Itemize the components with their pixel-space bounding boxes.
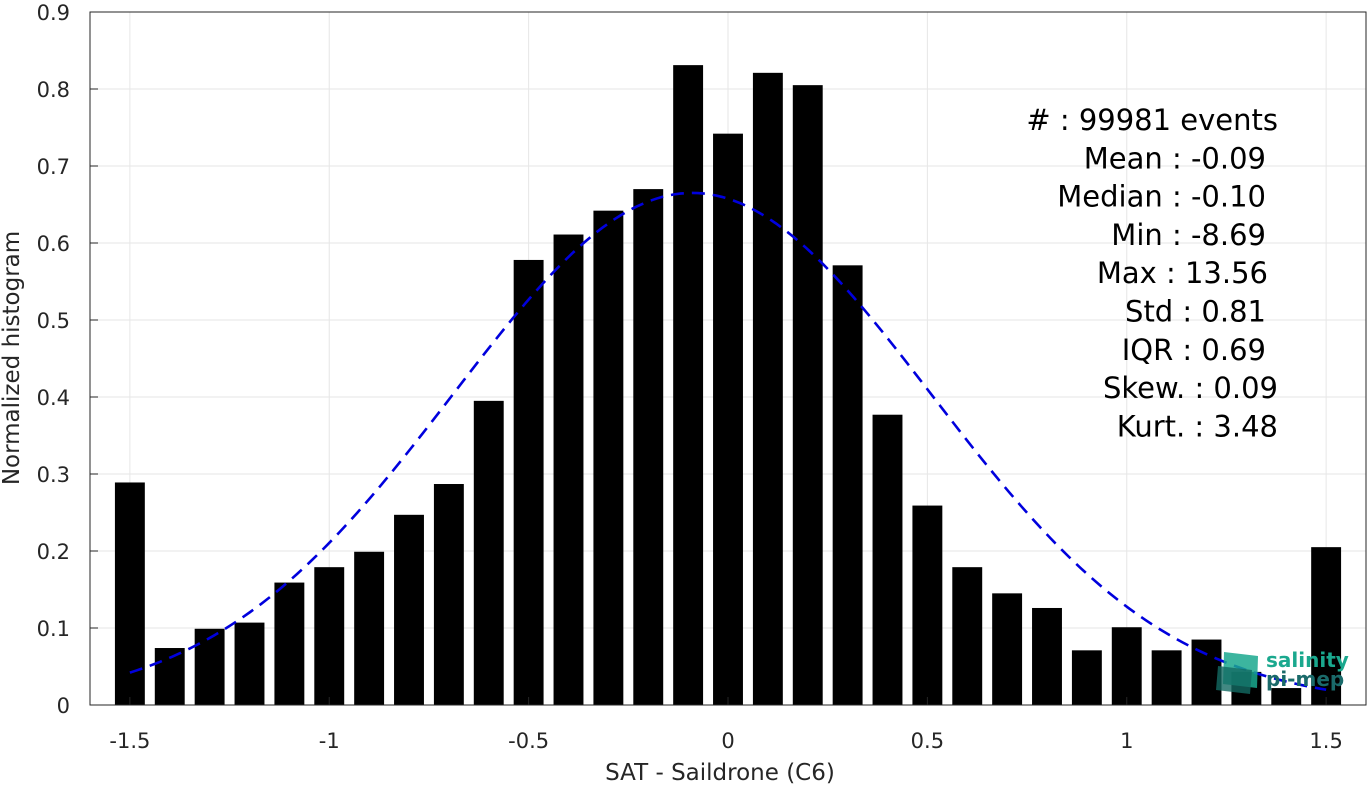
y-tick-label: 0.2: [37, 540, 70, 564]
x-tick-label: 0: [721, 729, 734, 753]
logo-text-pi-mep: pi-mep: [1266, 667, 1344, 691]
bar: [633, 189, 664, 706]
bar: [114, 482, 145, 705]
stat-line: Max : 13.56: [1097, 256, 1268, 290]
logo-emblem-front: [1216, 666, 1252, 694]
bar: [792, 85, 823, 705]
bar: [872, 414, 903, 705]
bar: [1111, 627, 1142, 705]
y-axis-label: Normalized histogram: [0, 231, 25, 485]
y-tick-label: 0.8: [37, 78, 70, 102]
x-tick-label: 1.5: [1309, 729, 1342, 753]
x-axis-ticks: -1.5 -1 -0.5 0 0.5 1 1.5: [109, 697, 1343, 753]
stat-line: Std : 0.81: [1125, 295, 1266, 329]
bars: [114, 65, 1342, 706]
x-tick-label: 0.5: [911, 729, 944, 753]
bar: [513, 259, 544, 705]
bar: [952, 567, 983, 705]
bar: [234, 622, 265, 705]
bar: [1151, 650, 1182, 705]
bar: [912, 505, 943, 705]
bar: [394, 514, 424, 705]
bar: [354, 551, 385, 705]
bar: [593, 210, 624, 705]
bar: [1271, 688, 1302, 705]
stat-line: IQR : 0.69: [1122, 333, 1266, 367]
x-tick-label: -1: [319, 729, 340, 753]
bar: [433, 484, 464, 705]
logo-text-salinity: salinity: [1266, 648, 1349, 672]
y-tick-label: 0.1: [37, 617, 70, 641]
y-tick-label: 0.3: [37, 463, 70, 487]
salinity-pi-mep-logo: salinity pi-mep: [1216, 648, 1349, 694]
stat-line: # : 99981 events: [1026, 103, 1278, 137]
stat-line: Mean : -0.09: [1084, 141, 1266, 175]
bar: [673, 65, 704, 705]
y-tick-label: 0.9: [37, 1, 70, 25]
y-tick-label: 0: [57, 694, 70, 718]
bar: [992, 593, 1023, 705]
x-tick-label: 1: [1120, 729, 1133, 753]
y-tick-label: 0.5: [37, 309, 70, 333]
y-tick-label: 0.6: [37, 232, 70, 256]
y-axis-ticks: 0 0.1 0.2 0.3 0.4 0.5 0.6 0.7 0.8 0.9: [37, 1, 98, 718]
bar: [1032, 607, 1062, 705]
gaussian-fit-curve: [129, 191, 1327, 691]
stat-line: Median : -0.10: [1057, 180, 1266, 214]
bar: [832, 265, 863, 705]
bar: [314, 567, 345, 705]
x-tick-label: -1.5: [109, 729, 150, 753]
statistics-annotation: # : 99981 events Mean : -0.09 Median : -0.…: [1026, 103, 1278, 443]
bar: [1071, 650, 1102, 705]
stat-line: Kurt. : 3.48: [1117, 409, 1278, 443]
x-axis-label: SAT - Saildrone (C6): [605, 760, 835, 785]
bar: [274, 582, 305, 705]
bar: [752, 72, 783, 705]
y-tick-label: 0.7: [37, 155, 70, 179]
stat-line: Skew. : 0.09: [1103, 371, 1278, 405]
bar: [553, 234, 584, 705]
bar: [1311, 547, 1342, 705]
bar: [473, 400, 504, 705]
stat-line: Min : -8.69: [1111, 218, 1266, 252]
bar: [194, 628, 225, 705]
x-tick-label: -0.5: [508, 729, 549, 753]
y-tick-label: 0.4: [37, 386, 70, 410]
bar: [713, 133, 743, 705]
